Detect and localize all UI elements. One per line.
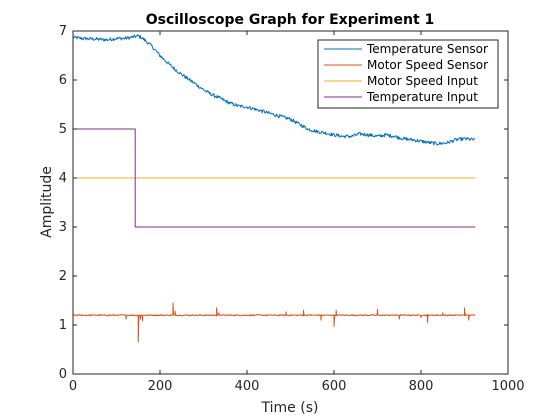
y-tick-label: 0	[59, 367, 67, 382]
x-tick-label: 400	[235, 379, 260, 394]
y-axis-label: Amplitude	[39, 166, 55, 238]
x-tick-label: 0	[69, 379, 77, 394]
legend-label: Motor Speed Input	[367, 74, 478, 88]
tick-layer: 0 200 400 600 800 1000 0 1 2 3 4 5 6 7	[59, 24, 525, 394]
y-tick-label: 4	[59, 171, 67, 186]
y-tick-label: 5	[59, 122, 67, 137]
series-layer	[72, 34, 476, 343]
legend-label: Temperature Input	[366, 90, 478, 104]
y-tick-label: 3	[59, 220, 67, 235]
y-tick-label: 7	[59, 24, 67, 39]
y-tick-label: 6	[59, 73, 67, 88]
x-axis-label: Time (s)	[261, 400, 319, 416]
y-tick-label: 1	[59, 318, 67, 333]
legend-label: Temperature Sensor	[366, 42, 488, 56]
x-tick-label: 600	[322, 379, 347, 394]
chart-title: Oscilloscope Graph for Experiment 1	[146, 12, 435, 28]
x-tick-label: 800	[409, 379, 434, 394]
axes-box	[72, 30, 509, 375]
y-tick-label: 2	[59, 269, 67, 284]
series-line-motor-speed-sensor	[72, 302, 476, 343]
x-tick-label: 200	[148, 379, 173, 394]
legend: Temperature Sensor Motor Speed Sensor Moto…	[317, 39, 499, 109]
series-line-temperature-sensor	[72, 34, 475, 146]
legend-label: Motor Speed Sensor	[367, 58, 488, 72]
series-line-temperature-input	[73, 128, 476, 228]
x-tick-label: 1000	[491, 379, 524, 394]
